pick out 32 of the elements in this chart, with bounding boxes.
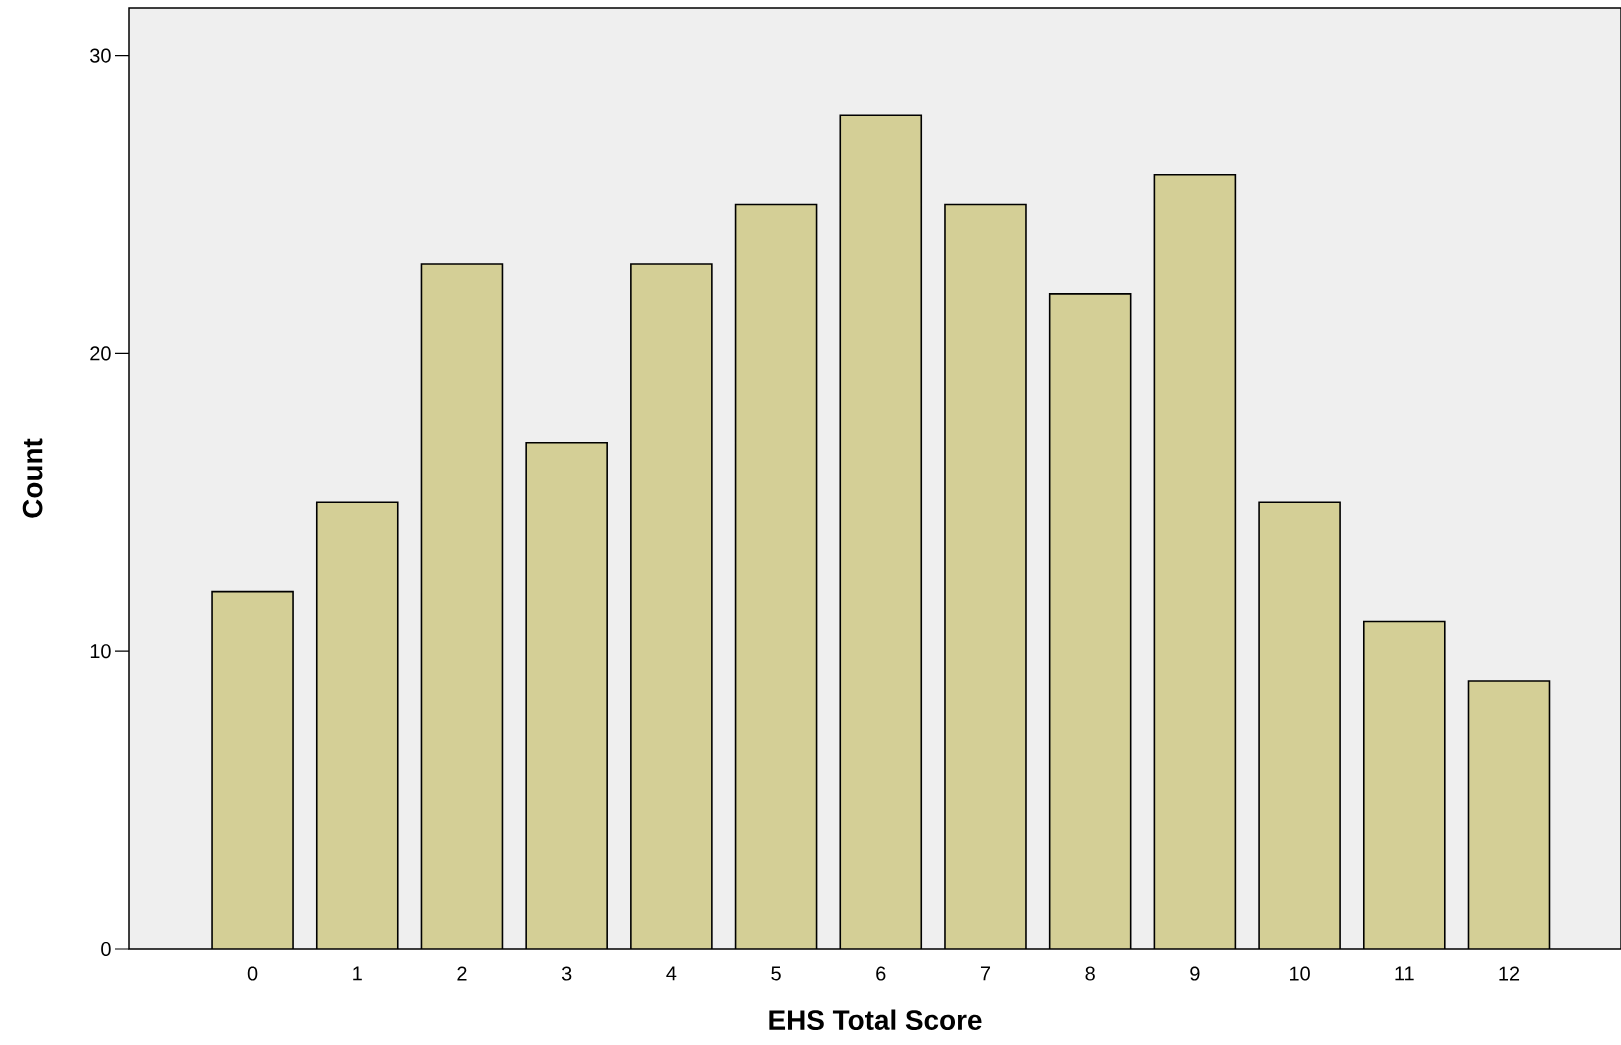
bar (944, 204, 1026, 949)
x-tick-label: 12 (1499, 966, 1520, 981)
bar (1363, 621, 1445, 949)
bar (212, 591, 294, 949)
bar (735, 204, 817, 949)
bar (1467, 680, 1551, 949)
bar (1259, 502, 1341, 949)
x-tick-label: 5 (771, 966, 781, 981)
bar (1049, 293, 1131, 949)
bar (630, 264, 712, 949)
x-tick-label: 3 (561, 966, 572, 981)
y-tick-label: 0 (101, 941, 111, 957)
x-tick-label: 11 (1395, 966, 1414, 981)
bar (1154, 174, 1236, 949)
x-tick-label: 2 (457, 966, 467, 981)
bar (316, 502, 398, 949)
x-tick-label: 10 (1290, 966, 1310, 981)
x-tick-label: 6 (876, 966, 886, 981)
x-axis-title: EHS Total Score (769, 1009, 982, 1030)
y-tick-label: 30 (90, 48, 111, 63)
y-tick-label: 20 (90, 346, 111, 361)
x-tick-label: 0 (247, 966, 258, 981)
y-tick-label: 10 (90, 644, 111, 659)
bar (840, 115, 922, 949)
x-tick-label: 9 (1190, 966, 1200, 981)
bar (526, 442, 608, 949)
x-tick-label: 4 (666, 966, 677, 981)
x-tick-label: 1 (353, 966, 362, 981)
bar (421, 264, 503, 949)
x-tick-label: 8 (1085, 966, 1095, 981)
y-axis-title: Count (22, 438, 43, 518)
x-tick-label: 7 (980, 966, 991, 981)
